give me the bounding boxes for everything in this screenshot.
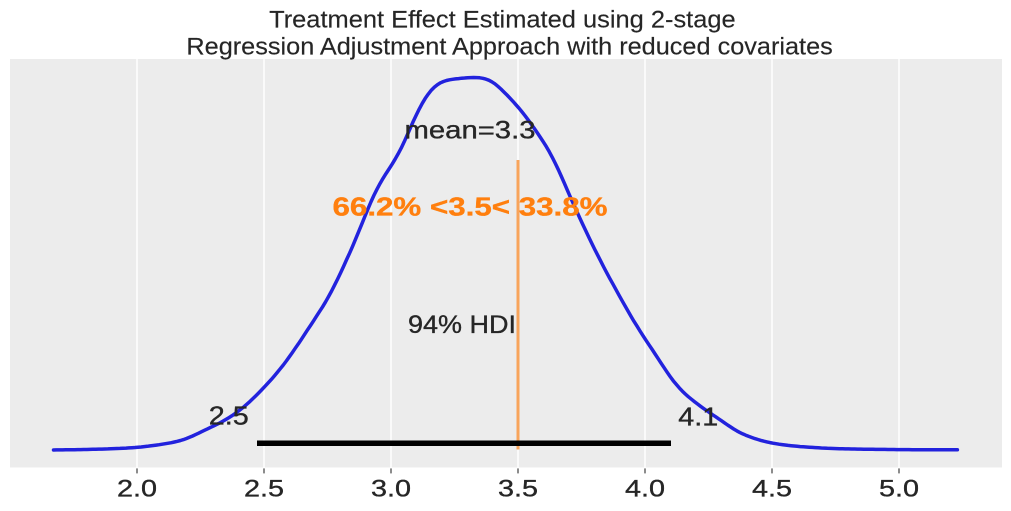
- svg-text:3.5: 3.5: [498, 476, 538, 503]
- svg-text:4.1: 4.1: [678, 402, 718, 432]
- svg-text:Treatment Effect Estimated usi: Treatment Effect Estimated using 2-stage: [269, 7, 736, 34]
- svg-text:3.0: 3.0: [371, 476, 411, 503]
- svg-text:5.0: 5.0: [879, 476, 919, 503]
- svg-text:2.5: 2.5: [209, 401, 249, 431]
- svg-text:94% HDI: 94% HDI: [408, 311, 516, 339]
- svg-text:mean=3.3: mean=3.3: [405, 117, 536, 145]
- svg-text:2.0: 2.0: [117, 476, 157, 503]
- svg-text:2.5: 2.5: [244, 476, 284, 503]
- svg-text:4.5: 4.5: [752, 476, 792, 503]
- svg-text:Regression Adjustment Approach: Regression Adjustment Approach with redu…: [186, 34, 832, 61]
- svg-text:66.2% <3.5< 33.8%: 66.2% <3.5< 33.8%: [333, 192, 608, 222]
- svg-text:4.0: 4.0: [625, 476, 665, 503]
